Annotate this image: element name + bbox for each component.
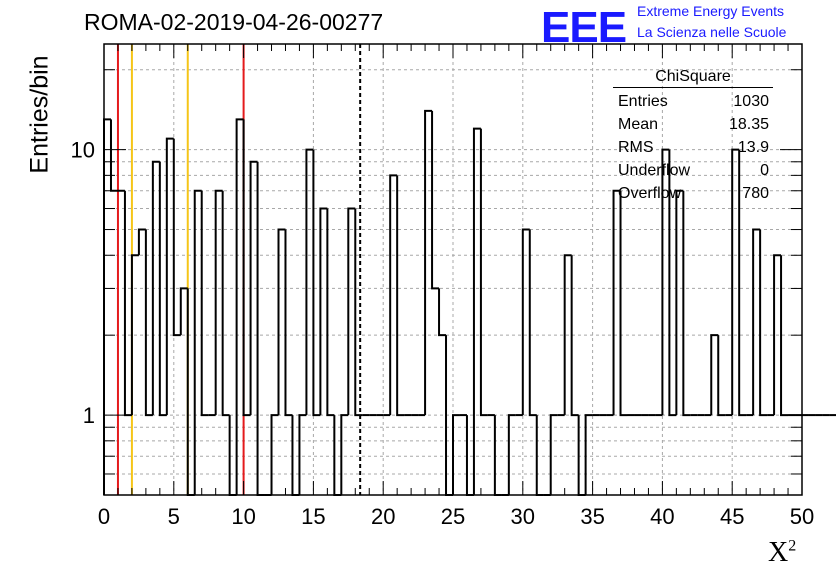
histogram-bin <box>109 119 118 192</box>
histogram-bin <box>759 229 768 417</box>
stats-value: 780 <box>742 185 769 202</box>
y-tick-label: 10 <box>71 138 95 163</box>
stats-row-entries: Entries 1030 <box>613 90 773 113</box>
histogram-bin <box>424 109 433 416</box>
histogram-bin <box>682 190 691 417</box>
histogram-bin <box>396 175 405 417</box>
histogram-bin <box>619 190 628 417</box>
stats-row-rms: RMS 13.9 <box>613 136 773 159</box>
histogram-bin <box>144 229 153 417</box>
logo-subtitle-line1: Extreme Energy Events <box>637 3 785 19</box>
histogram-bin <box>528 229 537 417</box>
histogram-bin <box>298 414 307 495</box>
histogram-bin <box>277 228 286 416</box>
histogram-bin <box>479 128 488 417</box>
stats-value: 1030 <box>733 93 769 110</box>
histogram-bin <box>731 148 740 416</box>
histogram-bin <box>312 149 321 417</box>
histogram-bin <box>661 148 670 416</box>
x-tick-label: 50 <box>790 504 814 529</box>
x-tick-label: 5 <box>168 504 180 529</box>
histogram-bin <box>347 207 356 416</box>
histogram-bin <box>319 207 328 416</box>
histogram-bin <box>179 287 188 336</box>
stats-value: 13.9 <box>737 139 769 156</box>
histogram-bin <box>521 228 530 416</box>
x-axis-label-superscript: 2 <box>788 537 797 555</box>
histogram-bin <box>710 334 719 416</box>
stats-box: ChiSquare Entries 1030 Mean 18.35 RMS 13.9 … <box>613 68 773 205</box>
histogram-bin <box>438 288 447 337</box>
x-tick-label: 0 <box>98 504 110 529</box>
eee-logo: EEE <box>541 3 627 52</box>
histogram-bin <box>773 254 782 416</box>
histogram-bin <box>507 414 516 495</box>
stats-label: Overflow <box>618 185 682 202</box>
histogram-bin <box>340 414 349 495</box>
stats-row-overflow: Overflow 780 <box>613 182 773 205</box>
histogram-bin <box>214 189 223 416</box>
histogram-bin <box>123 190 132 417</box>
stats-label: Underflow <box>618 162 691 179</box>
histogram-bin <box>256 161 265 496</box>
x-axis-label: X2 <box>768 537 796 569</box>
histogram-bin <box>570 255 579 417</box>
x-axis-label-base: X <box>768 537 789 568</box>
histogram-bin <box>549 414 558 495</box>
histogram-bin <box>137 228 146 256</box>
histogram-bin <box>186 288 195 496</box>
histogram-bin <box>452 414 460 495</box>
histogram-bin <box>158 161 167 417</box>
stats-title: ChiSquare <box>613 68 773 88</box>
histogram-bin <box>612 189 621 416</box>
logo-subtitle-line2: La Scienza nelle Scuole <box>637 24 787 40</box>
x-tick-label: 15 <box>301 504 325 529</box>
x-tick-label: 25 <box>441 504 465 529</box>
histogram-bin <box>472 127 481 495</box>
histogram-bin <box>354 208 363 417</box>
stats-label: RMS <box>618 139 654 156</box>
stats-label: Entries <box>618 93 668 110</box>
histogram-bin <box>326 208 335 417</box>
histogram-bin <box>193 189 202 495</box>
histogram-bin <box>717 335 726 417</box>
histogram-bin <box>668 149 677 417</box>
x-tick-label: 35 <box>580 504 604 529</box>
histogram-bin <box>675 189 684 416</box>
x-tick-label: 20 <box>371 504 395 529</box>
histogram-bin <box>151 160 160 416</box>
histogram-bin <box>431 110 440 290</box>
y-axis-label: Entries/bin <box>25 55 54 174</box>
histogram-bin <box>305 148 314 416</box>
histogram-bin <box>752 228 761 416</box>
histogram-bin <box>389 174 398 416</box>
histogram-bin <box>235 118 244 495</box>
histogram-bin <box>242 119 251 417</box>
stats-row-mean: Mean 18.35 <box>613 113 773 136</box>
stats-value: 0 <box>760 162 769 179</box>
histogram-bin <box>563 254 572 416</box>
histogram-bin <box>738 149 747 417</box>
x-tick-label: 40 <box>650 504 674 529</box>
histogram-bin <box>172 138 181 337</box>
histogram-bin <box>130 254 139 416</box>
histogram-bin <box>584 414 593 495</box>
histogram-bin <box>270 414 279 495</box>
x-tick-label: 45 <box>720 504 744 529</box>
stats-value: 18.35 <box>728 116 769 133</box>
histogram-bin <box>200 190 209 417</box>
x-tick-label: 10 <box>231 504 255 529</box>
y-tick-label: 1 <box>83 403 95 428</box>
stats-row-underflow: Underflow 0 <box>613 159 773 182</box>
run-title: ROMA-02-2019-04-26-00277 <box>84 9 384 35</box>
histogram-bin <box>165 137 174 416</box>
histogram-bin <box>221 190 230 417</box>
histogram-bin <box>284 229 293 417</box>
stats-label: Mean <box>618 116 659 133</box>
x-tick-label: 30 <box>511 504 535 529</box>
histogram-bin <box>249 160 258 416</box>
